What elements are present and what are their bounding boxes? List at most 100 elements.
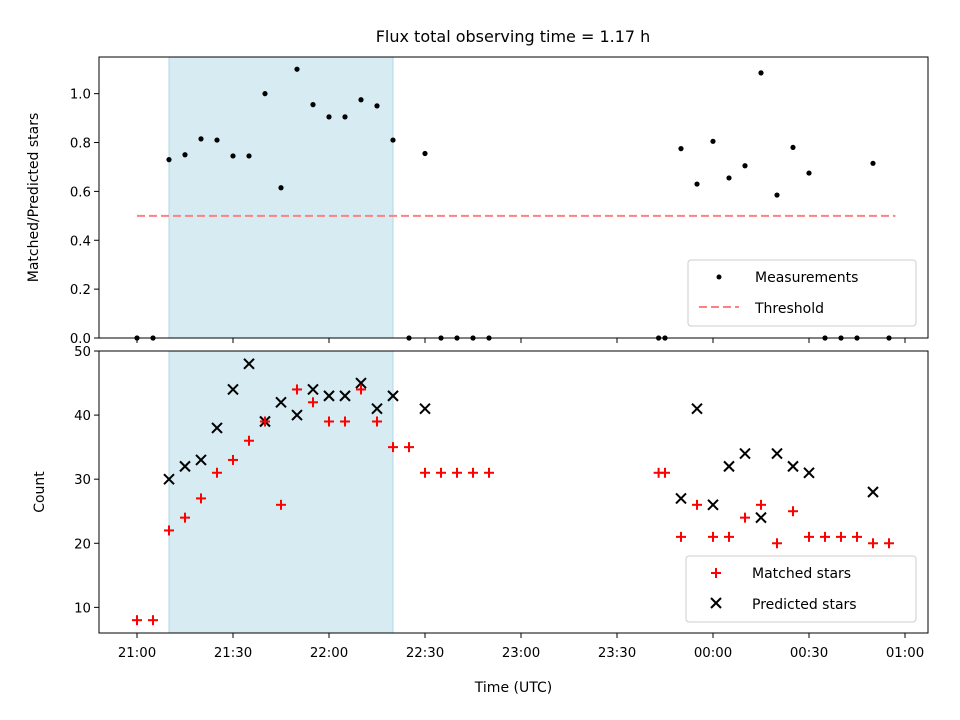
measurement-point	[214, 137, 220, 143]
predicted-star-point	[675, 492, 687, 505]
bottom-y-tick-label: 30	[74, 473, 91, 488]
measurement-point	[310, 102, 316, 108]
predicted-star-point	[387, 390, 399, 402]
predicted-star-point	[739, 447, 751, 460]
measurement-point	[262, 91, 268, 97]
top-y-tick-label: 0.4	[70, 234, 91, 249]
matched-star-point	[132, 615, 142, 626]
matched-star-point	[244, 435, 254, 446]
bottom-legend: Matched stars Predicted stars	[685, 555, 917, 623]
predicted-star-point	[771, 447, 783, 460]
bottom-panel-frame	[98, 350, 929, 634]
predicted-star-point	[291, 409, 303, 421]
measurement-point	[182, 152, 188, 158]
measurement-point	[390, 137, 396, 143]
x-tick-label: 00:00	[694, 646, 732, 661]
top-y-tick-label: 0.0	[70, 332, 91, 347]
matched-star-point	[660, 467, 670, 478]
top-panel-frame	[98, 56, 929, 339]
measurement-point	[374, 103, 380, 109]
predicted-star-point	[755, 511, 767, 524]
matched-star-point	[356, 384, 366, 395]
matched-star-point	[212, 467, 222, 478]
predicted-star-point	[371, 402, 383, 415]
observing-window-shade	[168, 56, 394, 339]
x-tick-label: 23:00	[502, 646, 540, 661]
measurement-point	[294, 66, 300, 72]
top-y-tick-label: 0.2	[70, 283, 91, 298]
bottom-y-tick-label: 20	[74, 537, 91, 552]
predicted-star-point	[243, 358, 255, 370]
measurement-point	[342, 114, 348, 120]
predicted-star-point	[355, 377, 367, 389]
matched-star-point	[388, 442, 398, 453]
x-tick-label: 21:00	[118, 646, 156, 661]
matched-star-point	[676, 531, 686, 542]
measurement-point	[710, 138, 716, 144]
measurement-point	[198, 136, 204, 142]
bottom-y-tick-label: 10	[74, 601, 91, 616]
legend-matched-label: Matched stars	[752, 566, 851, 582]
matched-star-point	[228, 454, 238, 465]
measurement-point	[422, 150, 428, 157]
predicted-star-point	[211, 422, 223, 434]
measurement-point	[326, 114, 332, 120]
bottom-y-axis-label: Count	[32, 471, 48, 513]
legend-predicted-label: Predicted stars	[752, 597, 857, 613]
x-tick-label: 23:30	[598, 646, 636, 661]
matched-star-point	[292, 384, 302, 395]
top-y-tick-label: 0.8	[70, 137, 91, 152]
measurement-point	[790, 144, 796, 151]
predicted-star-point	[339, 390, 351, 402]
predicted-star-point	[867, 486, 879, 498]
top-y-tick-label: 0.6	[70, 185, 91, 200]
predicted-star-point	[707, 499, 719, 511]
measurement-point	[358, 97, 364, 103]
x-tick-label: 01:00	[886, 646, 924, 661]
matched-star-point	[436, 467, 446, 478]
legend-predicted-marker	[710, 597, 722, 609]
top-y-tick-label: 1.0	[70, 88, 91, 103]
matched-star-point	[788, 506, 798, 517]
matched-star-point	[308, 397, 318, 408]
legend-threshold-label: Threshold	[754, 301, 824, 317]
observing-window-shade	[168, 350, 394, 634]
measurement-point	[742, 163, 748, 169]
measurement-point	[870, 160, 876, 166]
legend-measurements-label: Measurements	[755, 270, 858, 286]
predicted-star-point	[179, 460, 191, 473]
predicted-star-point	[419, 402, 431, 415]
x-tick-label: 21:30	[214, 646, 252, 661]
measurement-point	[694, 181, 700, 187]
x-tick-label: 22:00	[310, 646, 348, 661]
measurement-point	[230, 153, 236, 159]
x-axis-label: Time (UTC)	[474, 680, 552, 696]
predicted-star-point	[227, 383, 239, 396]
predicted-star-point	[323, 390, 335, 402]
bottom-panel: 10 20 30 40 50 21:00 21:30 22:00 22:30 23:00 23:30…	[32, 345, 929, 696]
matched-star-point	[852, 531, 862, 542]
matched-star-point	[420, 467, 430, 478]
x-tick-label: 22:30	[406, 646, 444, 661]
matched-star-point	[820, 531, 830, 542]
matched-star-point	[756, 499, 766, 510]
matched-star-point	[196, 493, 206, 504]
matched-star-point	[340, 416, 350, 427]
matched-star-point	[804, 531, 814, 542]
matched-star-point	[772, 538, 782, 549]
matched-star-point	[468, 467, 478, 478]
predicted-star-point	[163, 473, 175, 485]
bottom-y-tick-label: 40	[74, 409, 91, 424]
legend-matched-marker	[711, 568, 721, 578]
measurement-point	[726, 175, 732, 181]
bottom-y-tick-label: 50	[74, 345, 91, 360]
predicted-star-point	[307, 383, 319, 396]
measurement-point	[806, 170, 812, 176]
matched-star-point	[724, 531, 734, 542]
matched-star-point	[276, 499, 286, 510]
matched-star-point	[324, 416, 334, 427]
matched-star-point	[692, 499, 702, 510]
matched-star-point	[836, 531, 846, 542]
predicted-star-point	[691, 402, 703, 415]
